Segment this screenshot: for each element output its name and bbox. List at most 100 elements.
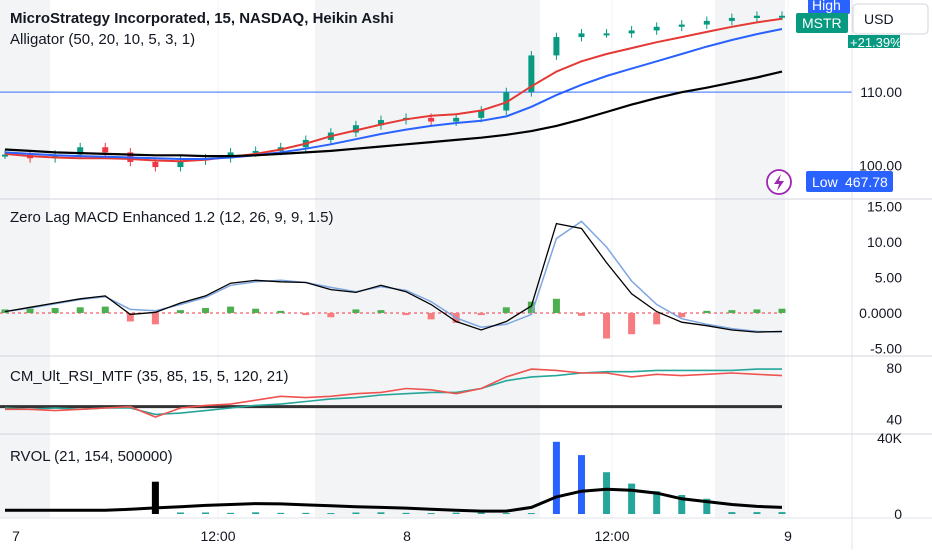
candle-body (252, 150, 259, 153)
low-value: 467.78 (845, 174, 888, 190)
grid (15, 0, 789, 518)
histogram-bar (577, 312, 585, 316)
x-tick-label: 9 (784, 528, 792, 544)
candle-body (753, 15, 760, 18)
y-tick-label: 40 (886, 412, 902, 428)
rvol-bar (527, 513, 535, 515)
rvol-average-line (5, 487, 783, 513)
rvol-bar (577, 455, 585, 514)
alligator-line (4, 28, 783, 160)
time-scale[interactable]: 7 12:00 8 12:00 9 (12, 528, 792, 544)
off-session-band (0, 0, 50, 518)
candle-body (52, 154, 59, 159)
histogram-bar (227, 306, 235, 313)
alligator-line (4, 70, 783, 158)
rvol-bar (452, 512, 460, 514)
histogram-bar (527, 301, 535, 313)
y-tick-label: 5.00 (875, 270, 902, 286)
rvol-bar (703, 498, 711, 514)
histogram-bar (352, 309, 360, 313)
histogram-bar (76, 307, 84, 313)
candle-body (102, 147, 109, 153)
candle-body (428, 117, 435, 122)
candle-body (377, 120, 384, 126)
histogram-bar (502, 307, 510, 313)
histogram-bar (753, 309, 761, 313)
rvol-bar (252, 512, 260, 514)
y-tick-label: 15.00 (867, 199, 902, 215)
rvol-bar (202, 512, 210, 514)
rvol-bar (552, 441, 560, 514)
rvol-bar (753, 512, 761, 514)
rvol-bar (477, 512, 485, 514)
rvol-bar (151, 481, 159, 514)
low-badge: Low 467.78 (806, 171, 893, 192)
histogram-bar (603, 312, 611, 339)
histogram-bar (51, 308, 59, 313)
macd-line (4, 222, 783, 333)
candle-body (553, 37, 560, 56)
rvol-bar (628, 483, 636, 514)
histogram-bar (477, 312, 485, 316)
candle-body (152, 161, 159, 168)
histogram-bar (377, 310, 385, 313)
change-label: +21.39% (850, 35, 902, 50)
candle-body (603, 33, 610, 36)
x-tick-label: 12:00 (200, 528, 235, 544)
histogram-bar (101, 306, 109, 313)
x-tick-label: 7 (12, 528, 20, 544)
candle-body (703, 20, 710, 25)
histogram-bar (678, 312, 686, 318)
histogram-bar (202, 308, 210, 313)
rvol-bar (678, 495, 686, 514)
rvol-bar (728, 512, 736, 514)
y-tick-label: 0 (894, 506, 902, 522)
histogram-bar (26, 308, 34, 313)
candle-body (77, 147, 84, 155)
candle-body (653, 26, 660, 31)
y-tick-label: 80 (886, 360, 902, 376)
rvol-bar (352, 512, 360, 514)
high-badge: High (808, 0, 850, 14)
candle-body (352, 125, 359, 133)
histogram-bar (277, 310, 285, 313)
candle-body (478, 110, 485, 118)
candle-body (578, 33, 585, 38)
rsi-line (5, 368, 783, 418)
rsi-pane (0, 368, 783, 418)
y-tick-label: 10.00 (867, 234, 902, 250)
histogram-bar (302, 312, 310, 316)
histogram-bar (703, 310, 711, 313)
lightning-icon[interactable] (766, 169, 792, 195)
rvol-bar (377, 512, 385, 514)
rvol-bar (227, 512, 235, 514)
histogram-bar (402, 312, 410, 316)
rvol-bar (176, 512, 184, 514)
histogram-bar (427, 312, 435, 320)
candle-body (528, 55, 535, 93)
currency-label: USD (864, 11, 894, 27)
candle-body (678, 24, 685, 27)
candle-body (628, 30, 635, 34)
study-title-alligator[interactable]: Alligator (50, 20, 10, 5, 3, 1) (10, 31, 196, 48)
symbol-badge: MSTR (796, 13, 848, 33)
rvol-bar (653, 491, 661, 514)
study-title-rsi[interactable]: CM_Ult_RSI_MTF (35, 85, 15, 5, 120, 21) (10, 368, 289, 385)
currency-button[interactable]: USD (852, 3, 929, 35)
y-tick-label: 0.0000 (859, 305, 902, 321)
y-tick-label: 100.00 (859, 158, 902, 174)
rvol-bar (778, 512, 786, 514)
study-title-rvol[interactable]: RVOL (21, 154, 500000) (10, 448, 173, 465)
study-title-macd[interactable]: Zero Lag MACD Enhanced 1.2 (12, 26, 9, 9… (10, 209, 334, 226)
price-scale: 110.00 100.00 15.00 10.00 5.00 0.0000 -5.00 80 4… (859, 84, 902, 522)
alligator-line (4, 17, 783, 163)
session-shading (0, 0, 785, 518)
histogram-bar (176, 310, 184, 313)
rvol-bar (277, 512, 285, 514)
symbol-title[interactable]: MicroStrategy Incorporated, 15, NASDAQ, … (10, 10, 394, 27)
off-session-band (715, 0, 785, 518)
change-badge: +21.39% (848, 35, 902, 50)
candle-body (779, 15, 785, 18)
